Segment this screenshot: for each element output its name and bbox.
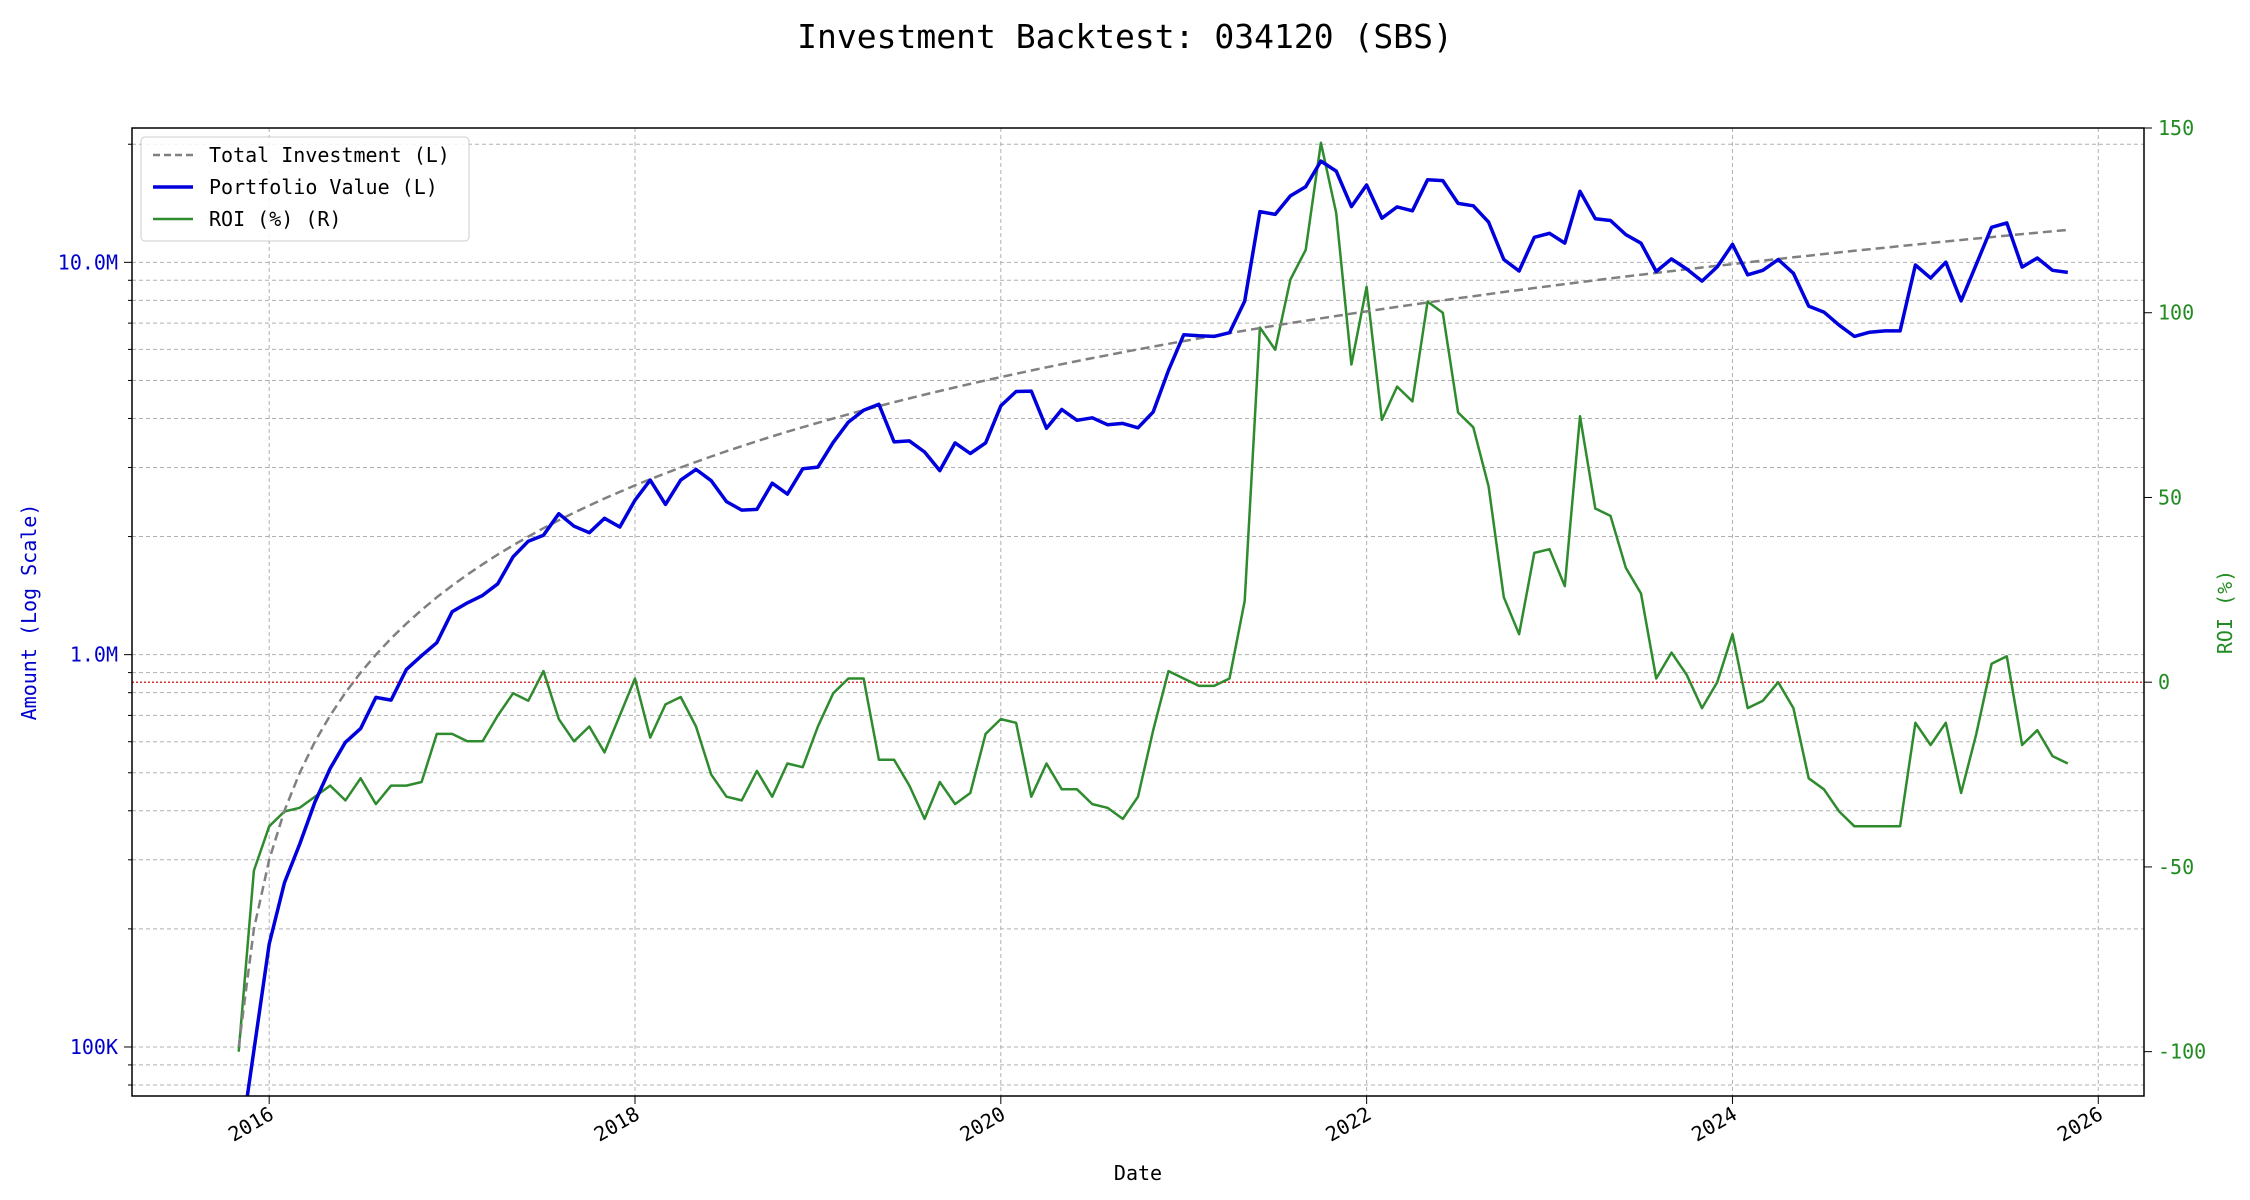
legend-label: ROI (%) (R) <box>209 207 341 231</box>
tick-label-right: -100 <box>2158 1040 2206 1064</box>
tick-label-x: 2018 <box>590 1102 644 1147</box>
y-axis-left-label: Amount (Log Scale) <box>17 504 41 721</box>
legend-label: Total Investment (L) <box>209 143 450 167</box>
tick-label-right: 100 <box>2158 301 2194 325</box>
plot-area-frame <box>131 127 2145 1097</box>
tick-label-x: 2026 <box>2053 1102 2107 1147</box>
chart-title: Investment Backtest: 034120 (SBS) <box>797 17 1453 56</box>
tick-label-right: 50 <box>2158 485 2182 509</box>
tick-label-right: 0 <box>2158 670 2170 694</box>
roi-line <box>237 141 2069 1052</box>
tick-label-x: 2022 <box>1321 1102 1375 1147</box>
x-axis-label: Date <box>1114 1161 1162 1185</box>
series-lines <box>237 141 2069 1096</box>
y-axis-right-label: ROI (%) <box>2213 570 2237 654</box>
legend-label: Portfolio Value (L) <box>209 175 438 199</box>
tick-label-left: 1.0M <box>70 643 118 667</box>
legend-box <box>140 136 470 242</box>
tick-label-right: 150 <box>2158 116 2194 140</box>
portfolio-value-line <box>245 159 2069 1096</box>
tick-label-right: -50 <box>2158 855 2194 879</box>
grid-lines <box>132 128 2144 1096</box>
tick-label-x: 2020 <box>956 1102 1010 1147</box>
axis-ticks: 100K 1.0M 10.0M 2016 2018 2020 2022 2024 2026 -10… <box>58 116 2206 1146</box>
tick-label-left: 10.0M <box>58 250 118 274</box>
tick-label-left: 100K <box>70 1035 118 1059</box>
tick-label-x: 2024 <box>1687 1102 1741 1147</box>
total-investment-line <box>237 228 2068 1048</box>
tick-label-x: 2016 <box>224 1102 278 1147</box>
legend: Total Investment (L) Portfolio Value (L) R… <box>140 136 470 242</box>
